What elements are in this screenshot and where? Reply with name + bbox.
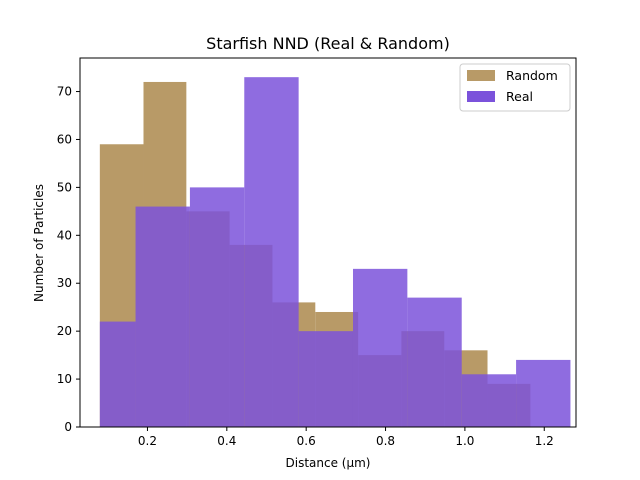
y-tick-label-4: 40	[57, 228, 72, 242]
plot-frame	[79, 57, 577, 428]
y-axis: 0 10 20 30 40 50 60 70	[57, 85, 80, 434]
x-tick-label-5: 1.2	[535, 434, 554, 448]
x-tick-label-3: 0.8	[376, 434, 395, 448]
series-real	[99, 77, 571, 428]
x-tick-label-2: 0.6	[297, 434, 316, 448]
y-tick-label-7: 70	[57, 85, 72, 99]
x-axis-label: Distance (µm)	[286, 456, 371, 470]
legend-label-real: Real	[506, 89, 533, 104]
x-tick-label-4: 1.0	[455, 434, 474, 448]
y-tick-label-2: 20	[57, 324, 72, 338]
bar-real-3	[244, 77, 299, 428]
bar-real-8	[516, 359, 571, 427]
y-tick-label-0: 0	[64, 420, 72, 434]
y-tick-label-6: 60	[57, 132, 72, 146]
y-tick-label-3: 30	[57, 276, 72, 290]
bar-real-7	[461, 374, 517, 427]
y-tick-label-5: 50	[57, 180, 72, 194]
bar-real-2	[189, 187, 245, 427]
legend-label-random: Random	[506, 68, 558, 83]
legend-swatch-random	[467, 70, 495, 81]
bar-real-6	[407, 297, 462, 427]
bar-real-1	[135, 206, 190, 427]
plot-area	[79, 57, 577, 428]
legend: Random Real	[459, 63, 571, 112]
y-tick-label-1: 10	[57, 372, 72, 386]
x-tick-label-1: 0.4	[217, 434, 236, 448]
y-axis-label: Number of Particles	[32, 184, 46, 302]
bar-real-0	[99, 321, 136, 427]
chart-title: Starfish NND (Real & Random)	[206, 34, 450, 53]
legend-swatch-real	[467, 91, 495, 102]
x-axis: 0.2 0.4 0.6 0.8 1.0 1.2	[138, 427, 554, 448]
bar-real-4	[298, 331, 353, 427]
x-tick-label-0: 0.2	[138, 434, 157, 448]
bar-real-5	[352, 268, 408, 427]
